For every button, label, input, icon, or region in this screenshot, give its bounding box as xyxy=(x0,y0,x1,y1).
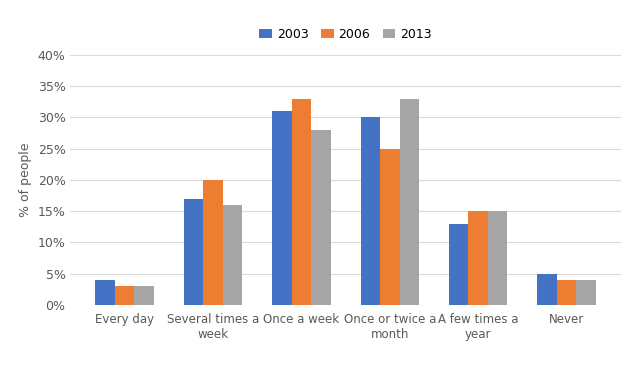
Bar xyxy=(399,99,419,305)
Bar xyxy=(115,286,134,305)
Bar xyxy=(360,117,380,305)
Bar xyxy=(538,274,557,305)
Bar xyxy=(272,111,292,305)
Bar xyxy=(184,199,204,305)
Bar xyxy=(134,286,154,305)
Bar xyxy=(557,280,577,305)
Bar xyxy=(204,180,223,305)
Bar xyxy=(488,211,508,305)
Bar xyxy=(449,224,468,305)
Bar xyxy=(380,149,399,305)
Bar xyxy=(292,99,311,305)
Bar xyxy=(223,205,242,305)
Bar xyxy=(468,211,488,305)
Legend: 2003, 2006, 2013: 2003, 2006, 2013 xyxy=(254,23,437,46)
Bar xyxy=(311,130,331,305)
Bar xyxy=(95,280,115,305)
Y-axis label: % of people: % of people xyxy=(19,143,32,217)
Bar xyxy=(577,280,596,305)
